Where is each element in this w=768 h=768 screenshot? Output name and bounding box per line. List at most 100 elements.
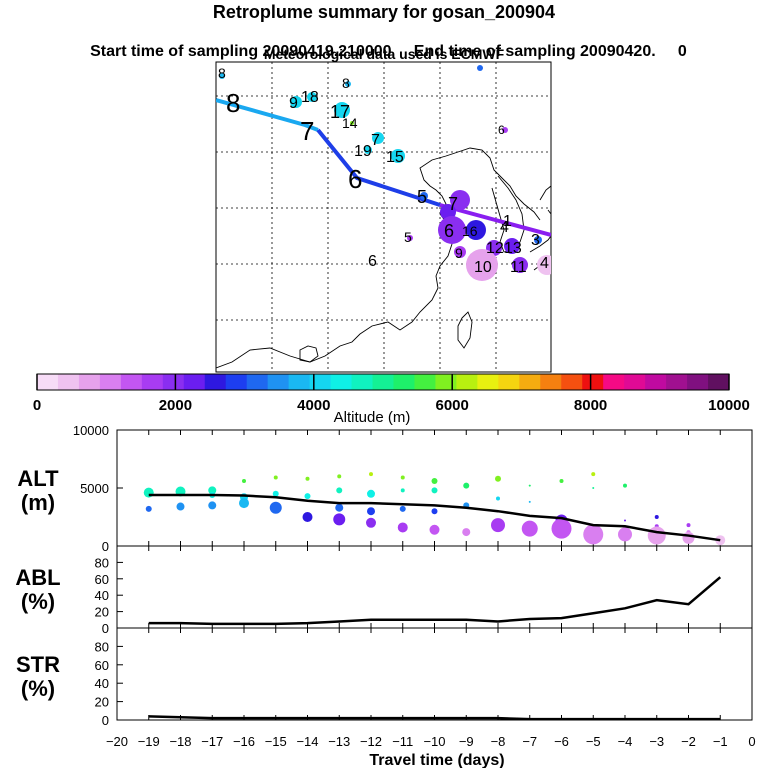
- colorbar-swatch: [456, 374, 478, 390]
- cluster-label: 9: [455, 245, 463, 261]
- alt-point: [551, 518, 572, 539]
- colorbar-swatch: [225, 374, 248, 390]
- alt-point: [208, 501, 217, 510]
- x-tick-label: −9: [459, 734, 474, 749]
- y-tick-label: 10000: [73, 423, 109, 438]
- alt-point: [528, 500, 531, 503]
- alt-point: [366, 517, 376, 528]
- cluster-label: 15: [386, 149, 404, 166]
- alt-point: [335, 503, 344, 512]
- x-tick-label: −19: [138, 734, 160, 749]
- y-tick-label: 20: [95, 695, 109, 710]
- alt-point: [399, 505, 406, 512]
- x-tick-label: −13: [328, 734, 350, 749]
- colorbar-swatch: [393, 374, 415, 390]
- panel-str: 80 60 40 20 0 STR(%): [16, 627, 753, 728]
- colorbar-tick-label: 6000: [436, 397, 469, 414]
- alt-point: [145, 505, 152, 512]
- colorbar-swatch: [267, 374, 290, 390]
- alt-point: [400, 475, 405, 480]
- start-time-label: Start time of sampling 20090419.210000: [90, 43, 392, 60]
- alt-point: [305, 476, 310, 481]
- cluster-dot: [290, 96, 302, 108]
- alt-point: [463, 482, 470, 489]
- cluster-label: 18: [301, 89, 319, 106]
- alt-point: [592, 487, 595, 489]
- x-tick-label: −16: [233, 734, 255, 749]
- x-tick-label: −17: [201, 734, 223, 749]
- colorbar-swatch: [37, 374, 59, 390]
- y-axis-label: STR: [16, 652, 60, 677]
- colorbar-swatch: [414, 374, 436, 390]
- colorbar-swatch: [666, 374, 688, 390]
- x-tick-label: −8: [491, 734, 506, 749]
- alt-point: [239, 498, 249, 509]
- map-label: 8: [218, 65, 226, 81]
- colorbar-tick-label: 0: [33, 397, 41, 414]
- colorbar-swatch: [561, 374, 583, 390]
- alt-point: [269, 501, 282, 514]
- colorbar-swatch: [645, 374, 667, 390]
- alt-point: [367, 489, 375, 498]
- y-axis-unit: (m): [21, 490, 55, 515]
- colorbar-swatch: [120, 374, 143, 390]
- alt-point: [591, 472, 596, 477]
- x-tick-label: −3: [649, 734, 664, 749]
- alt-point: [583, 524, 604, 545]
- colorbar-swatch: [582, 374, 604, 390]
- colorbar-swatch: [57, 374, 80, 390]
- cluster-dot: [534, 236, 542, 244]
- alt-point: [397, 522, 408, 533]
- trajectory-segment-blue: [316, 128, 441, 207]
- y-tick-label: 40: [95, 588, 109, 603]
- alt-point: [369, 472, 373, 477]
- colorbar-swatch: [141, 374, 164, 390]
- cluster-dot: [537, 255, 551, 275]
- map-label: 6: [368, 253, 377, 270]
- coastline-hainan: [299, 345, 319, 363]
- cluster-label: 13: [504, 240, 522, 257]
- colorbar: 0 2000 4000 6000 8000 10000: [33, 373, 750, 414]
- x-tick-label: −12: [360, 734, 382, 749]
- met-data-label: Meteorological data used is ECMWF: [263, 46, 505, 62]
- colorbar-tick-label: 10000: [708, 397, 750, 414]
- cluster-label: 16: [462, 223, 478, 239]
- cluster-dot: [502, 127, 508, 133]
- alt-point: [682, 531, 695, 544]
- alt-point: [273, 475, 278, 480]
- colorbar-swatch: [624, 374, 646, 390]
- colorbar-swatch: [372, 374, 394, 390]
- map-label: 6: [444, 221, 454, 241]
- map-label: 4: [540, 255, 549, 272]
- alt-point: [654, 515, 659, 519]
- cluster-label: 7: [371, 132, 380, 149]
- alt-point: [686, 523, 691, 528]
- x-tick-label: −11: [392, 734, 413, 749]
- map-label: 5: [404, 229, 412, 245]
- alt-point: [618, 527, 632, 542]
- colorbar-swatch: [78, 374, 101, 390]
- x-tick-label: 0: [748, 734, 755, 749]
- map-gridlines: [216, 62, 551, 372]
- map-label: 6: [498, 123, 505, 137]
- cluster-label: 17: [330, 102, 350, 122]
- x-tick-label: −5: [586, 734, 601, 749]
- colorbar-swatch: [99, 374, 122, 390]
- alt-point: [624, 519, 626, 522]
- y-tick-label: 80: [95, 555, 109, 570]
- colorbar-swatch: [540, 374, 562, 390]
- alt-point: [337, 474, 342, 479]
- plume-clusters: [219, 65, 551, 281]
- alt-point: [400, 488, 405, 493]
- abl-series-line: [148, 576, 722, 626]
- colorbar-label: Altitude (m): [334, 409, 411, 426]
- traj-label-6: 6: [348, 164, 362, 194]
- cluster-dot: [450, 190, 470, 210]
- x-tick-label: −6: [554, 734, 569, 749]
- x-tick-label: −1: [713, 734, 728, 749]
- colorbar-tick-label: 8000: [574, 397, 607, 414]
- alt-point: [623, 483, 627, 488]
- y-tick-label: 0: [102, 713, 109, 728]
- cluster-dot: [407, 235, 413, 241]
